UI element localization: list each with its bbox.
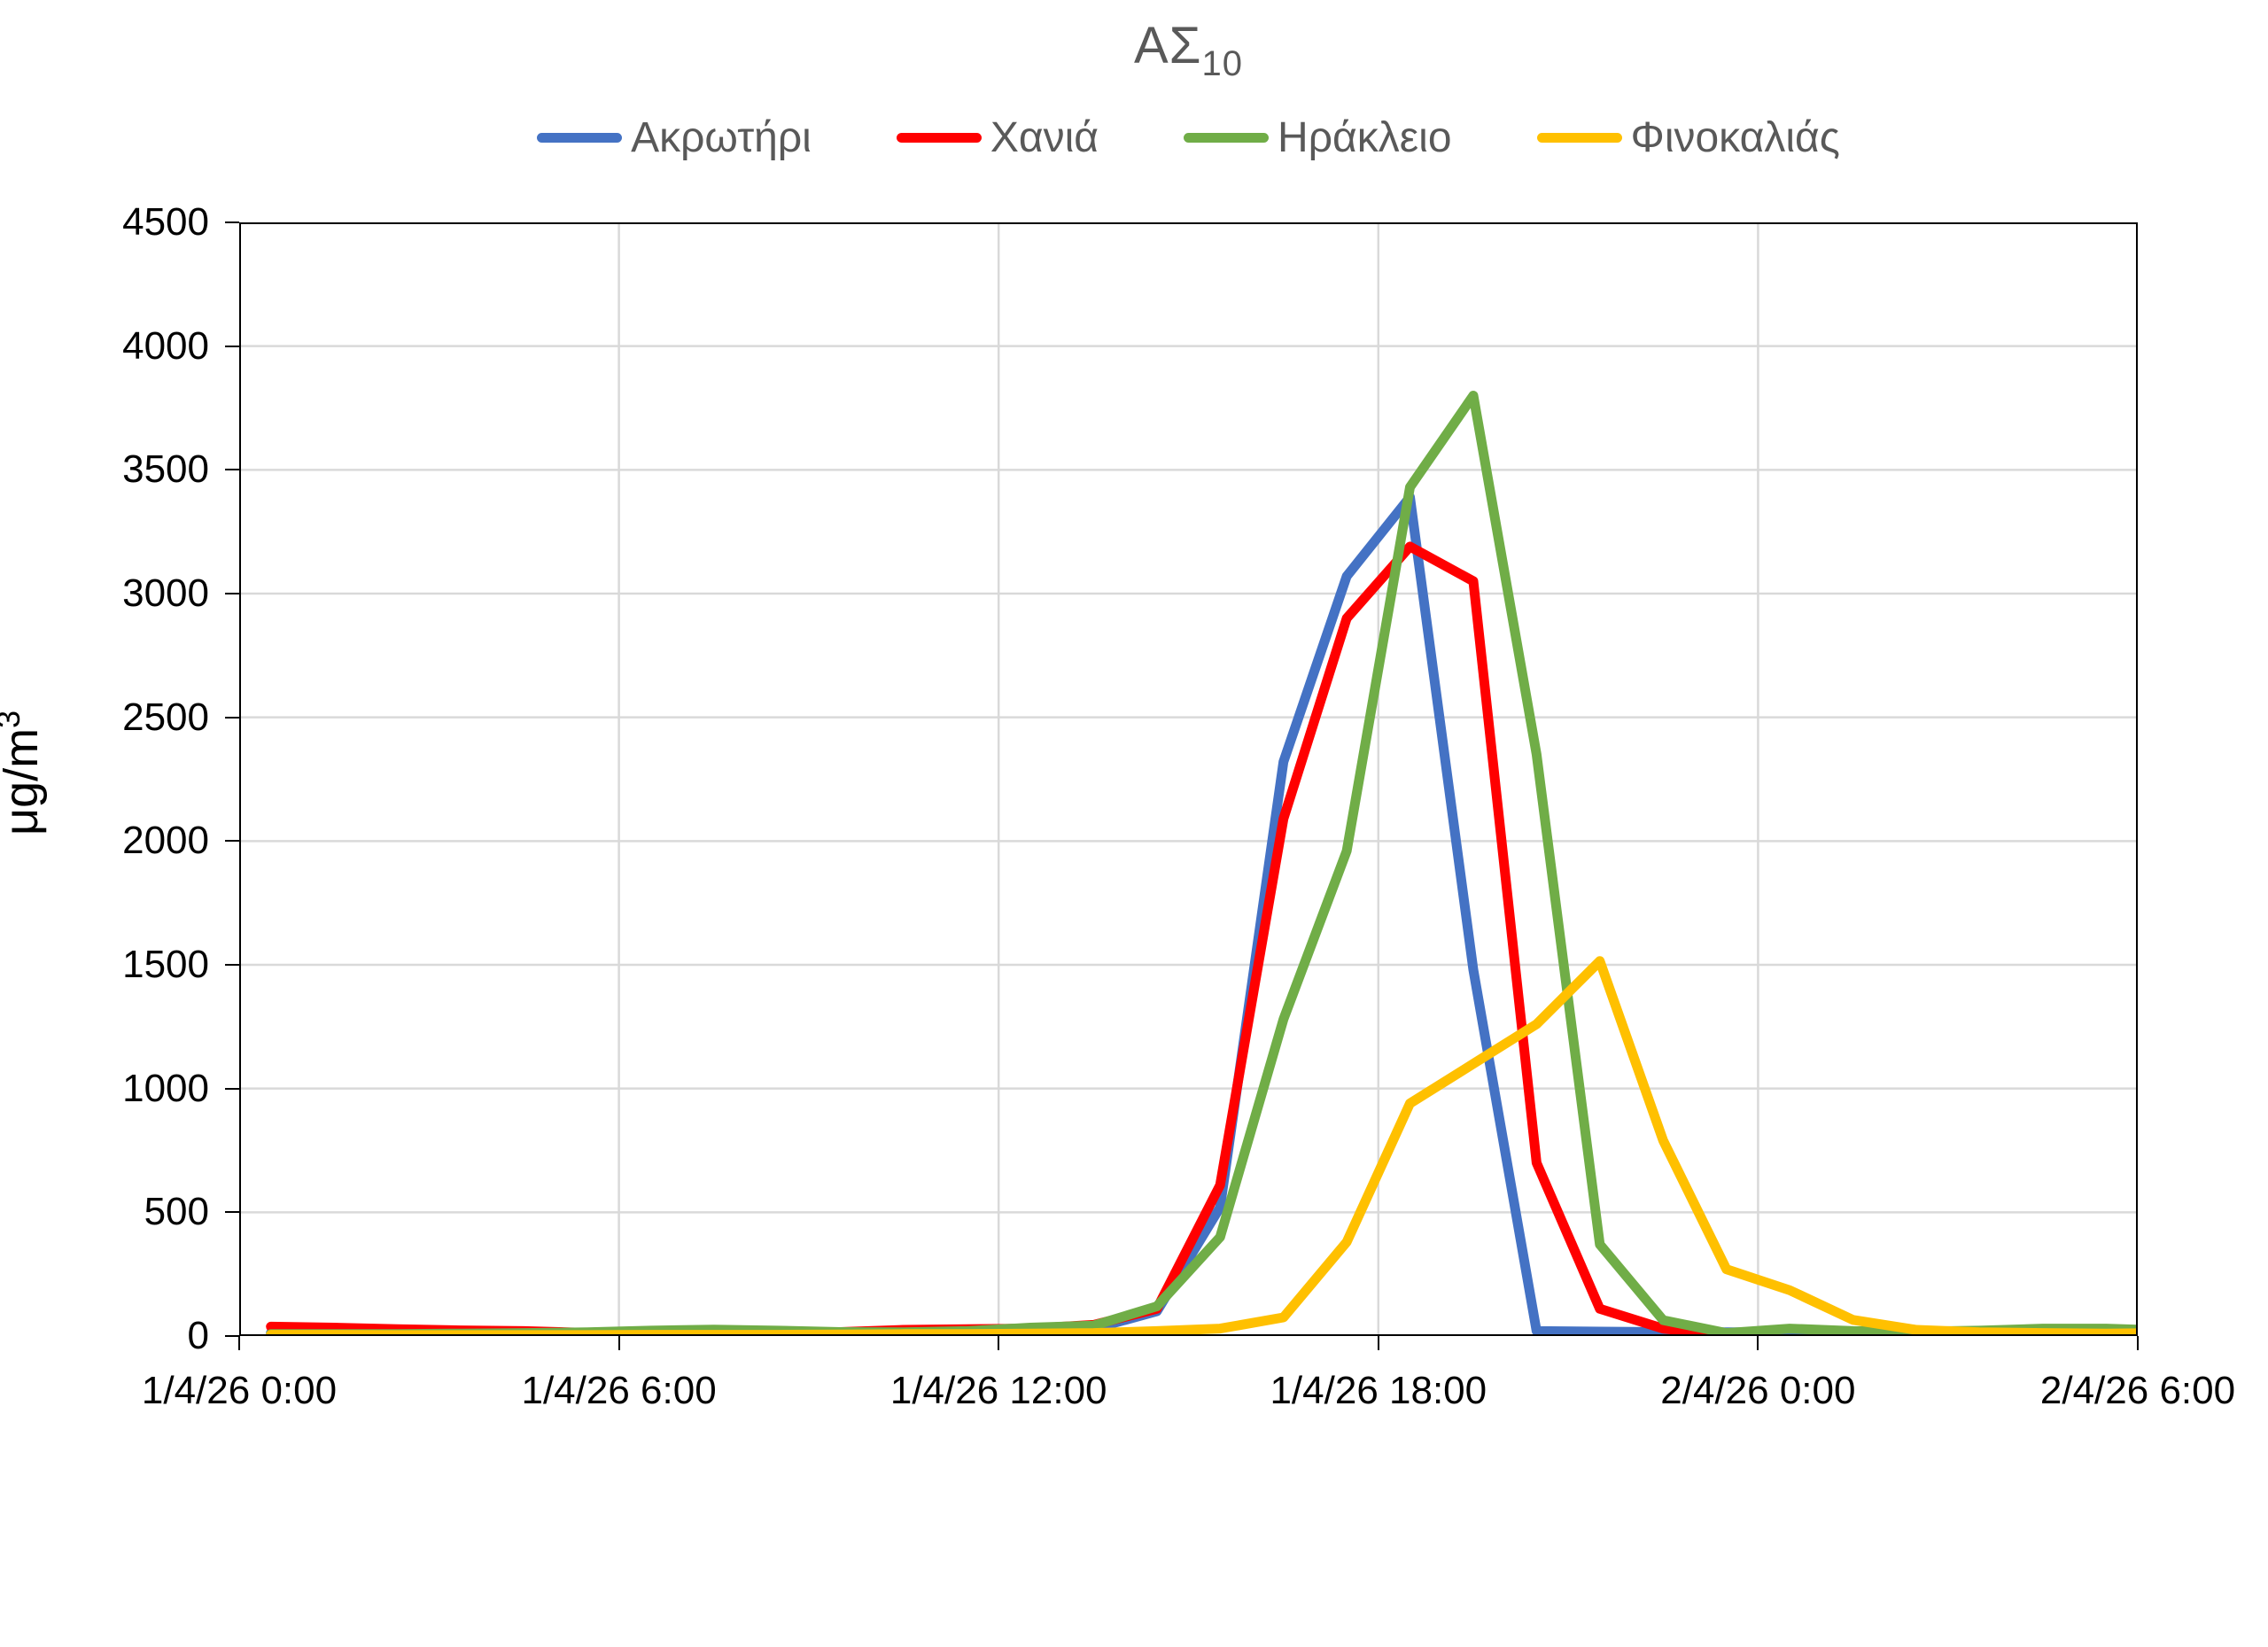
- y-tick-label: 3000: [122, 571, 209, 615]
- y-tick-label: 2500: [122, 695, 209, 739]
- x-tick-label: 1/4/26 18:00: [1270, 1369, 1487, 1412]
- y-tick-label: 1500: [122, 943, 209, 986]
- y-axis-tick: [225, 221, 239, 223]
- y-axis-tick: [225, 1087, 239, 1090]
- chart-title-main: ΑΣ: [1133, 17, 1202, 74]
- y-axis-tick: [225, 716, 239, 719]
- y-tick-label: 0: [187, 1314, 209, 1357]
- chart-canvas: [239, 222, 2138, 1336]
- series-line-3: [266, 391, 2138, 1336]
- x-axis-tick: [1757, 1336, 1759, 1350]
- y-axis-tick: [225, 469, 239, 471]
- legend-label-4: Φινοκαλιάς: [1630, 114, 1840, 161]
- y-axis-tick: [225, 593, 239, 594]
- x-tick-label: 1/4/26 0:00: [141, 1369, 338, 1412]
- x-axis-tick: [2137, 1336, 2139, 1350]
- legend-item-1: Ακρωτήρι: [537, 113, 812, 162]
- x-tick-label: 2/4/26 0:00: [1660, 1369, 1856, 1412]
- legend-item-4: Φινοκαλιάς: [1536, 113, 1840, 162]
- y-axis-title-text: μg/m: [0, 727, 48, 835]
- x-axis-tick: [238, 1336, 240, 1350]
- legend-label-1: Ακρωτήρι: [631, 114, 812, 161]
- y-tick-label: 3500: [122, 447, 209, 492]
- series-line-4: [266, 956, 2138, 1336]
- y-tick-label: 2000: [122, 819, 209, 863]
- plot-area: [239, 222, 2138, 1336]
- legend-item-2: Χανιά: [896, 113, 1099, 162]
- legend-swatch-4: [1536, 133, 1622, 143]
- y-axis-tick: [225, 964, 239, 966]
- y-tick-label: 4500: [122, 200, 209, 244]
- y-tick-label: 500: [144, 1190, 209, 1234]
- x-tick-label: 1/4/26 12:00: [889, 1369, 1107, 1412]
- x-axis-tick: [1377, 1336, 1379, 1350]
- gridlines: [239, 222, 2138, 1336]
- legend-label-3: Ηράκλειο: [1278, 114, 1452, 161]
- x-tick-label: 2/4/26 6:00: [2039, 1369, 2236, 1412]
- chart-title-subscript: 10: [1201, 44, 1244, 83]
- x-tick-label: 1/4/26 6:00: [521, 1369, 717, 1412]
- legend-swatch-1: [537, 133, 623, 143]
- chart-title: ΑΣ10: [239, 16, 2138, 84]
- y-tick-label: 1000: [122, 1066, 209, 1110]
- y-axis-tick: [225, 345, 239, 347]
- y-axis-tick: [225, 1211, 239, 1214]
- y-axis-tick: [225, 1335, 239, 1337]
- y-axis-tick: [225, 840, 239, 843]
- legend-label-2: Χανιά: [990, 114, 1099, 161]
- legend-item-3: Ηράκλειο: [1184, 113, 1452, 162]
- x-axis-tick: [998, 1336, 1000, 1350]
- y-tick-label: 4000: [122, 323, 209, 368]
- legend-swatch-3: [1184, 133, 1270, 143]
- legend: Ακρωτήρι Χανιά Ηράκλειο Φινοκαλιάς: [239, 113, 2138, 162]
- x-axis-tick: [617, 1336, 620, 1350]
- legend-swatch-2: [896, 133, 982, 143]
